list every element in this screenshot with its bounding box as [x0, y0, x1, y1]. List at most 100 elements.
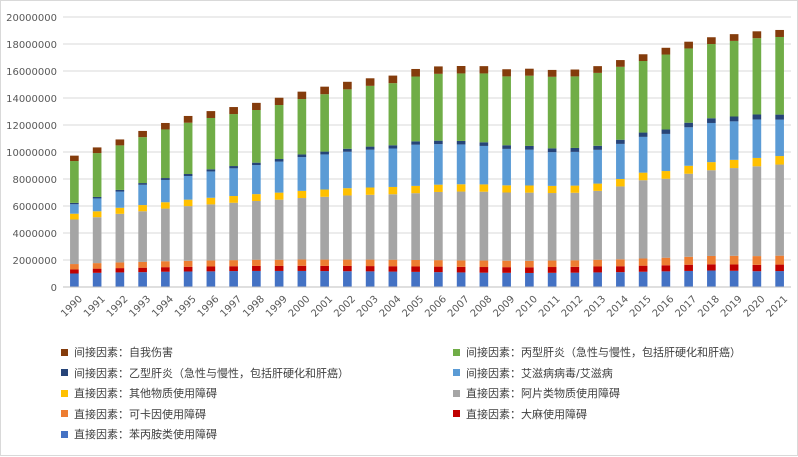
bar-segment-2003-s8	[365, 78, 375, 86]
bar-segment-2017-s6	[684, 122, 693, 128]
bar-segment-2008-s2	[479, 260, 489, 268]
bar-segment-1992-s2	[115, 262, 125, 269]
x-tick-label: 2006	[423, 294, 449, 320]
bar-segment-1990-s2	[70, 264, 79, 270]
bar-segment-1993-s4	[138, 205, 147, 212]
bar-segment-1998-s7	[252, 110, 261, 163]
y-tick-label: 12000000	[6, 121, 57, 132]
bar-segment-2019-s2	[729, 255, 739, 265]
bar-segment-2004-s2	[388, 259, 398, 267]
bar-segment-2015-s7	[638, 61, 648, 133]
bar-segment-2002-s2	[343, 259, 352, 266]
legend-swatch	[61, 410, 68, 417]
bar-segment-2011-s2	[547, 260, 557, 268]
bar-segment-2012-s1	[570, 266, 580, 273]
bar-segment-1994-s4	[161, 202, 170, 209]
bar-segment-1999-s5	[274, 161, 284, 193]
bar-segment-2021-s0	[775, 271, 784, 287]
bar-segment-2015-s4	[638, 172, 648, 181]
bar-segment-2000-s6	[297, 154, 307, 158]
legend-label: 直接因素：其他物质使用障碍	[74, 387, 217, 400]
x-tick-label: 2007	[446, 294, 472, 320]
legend-swatch	[61, 389, 68, 397]
bar-segment-1995-s5	[183, 176, 193, 200]
bar-segment-2016-s4	[661, 171, 671, 179]
legend-swatch	[453, 348, 460, 356]
bar-segment-2002-s6	[343, 148, 352, 152]
x-tick-label: 2017	[674, 294, 700, 320]
bar-segment-2014-s0	[616, 272, 625, 287]
x-tick-label: 2020	[742, 294, 768, 320]
bar-segment-1990-s8	[70, 155, 79, 162]
bar-segment-1994-s8	[161, 122, 170, 130]
legend-label: 直接因素：苯丙胺类使用障碍	[74, 428, 217, 441]
x-tick-label: 2015	[628, 294, 654, 320]
x-tick-label: 2018	[696, 294, 722, 320]
bar-segment-2018-s1	[707, 264, 716, 271]
bar-segment-2014-s4	[616, 179, 625, 187]
y-tick-label: 2000000	[12, 256, 57, 267]
bar-segment-2015-s6	[638, 132, 648, 137]
bar-segment-2016-s1	[661, 265, 671, 272]
bar-segment-2004-s4	[388, 186, 398, 195]
bar-segment-1999-s0	[274, 270, 284, 287]
bar-segment-2019-s1	[729, 264, 739, 271]
bar-segment-2014-s3	[616, 186, 625, 260]
bar-segment-2009-s3	[502, 192, 511, 261]
bar-segment-2003-s7	[365, 85, 375, 147]
bar-segment-2015-s3	[638, 180, 648, 259]
bar-segment-2002-s5	[343, 151, 352, 189]
bar-segment-2018-s2	[707, 255, 716, 265]
bar-segment-1998-s0	[252, 270, 261, 287]
bar-segment-1991-s6	[92, 196, 102, 199]
bar-segment-2009-s1	[502, 267, 511, 273]
bar-segment-2013-s0	[593, 272, 602, 287]
bar-segment-2007-s0	[456, 272, 466, 287]
bar-segment-2011-s7	[547, 76, 557, 149]
bar-segment-2011-s8	[547, 69, 557, 77]
bar-segment-1991-s2	[92, 263, 102, 269]
y-tick-label: 0	[51, 283, 57, 294]
bar-segment-2019-s7	[729, 40, 739, 117]
bar-segment-2021-s7	[775, 36, 784, 115]
bar-segment-2002-s0	[343, 271, 352, 287]
bar-segment-2000-s2	[297, 259, 307, 266]
x-tick-label: 2013	[583, 294, 609, 320]
bar-segment-2001-s2	[320, 259, 329, 266]
bar-segment-2003-s2	[365, 259, 375, 267]
bar-segment-2013-s5	[593, 149, 602, 184]
bar-segment-2008-s6	[479, 142, 489, 146]
bar-segment-1994-s1	[161, 267, 170, 272]
bar-segment-2019-s0	[729, 270, 739, 287]
bar-segment-2005-s3	[411, 193, 420, 260]
bar-segment-1991-s3	[92, 217, 102, 264]
bar-segment-2020-s1	[752, 264, 762, 272]
bar-segment-2017-s4	[684, 165, 693, 174]
bar-segment-2015-s0	[638, 271, 648, 287]
bar-segment-1990-s3	[70, 219, 79, 265]
bar-segment-2013-s1	[593, 266, 602, 273]
bar-segment-1998-s1	[252, 265, 261, 271]
bar-segment-2017-s3	[684, 173, 693, 257]
bar-segment-2005-s7	[411, 76, 420, 142]
bar-segment-2006-s8	[434, 66, 443, 74]
y-tick-label: 6000000	[12, 202, 57, 213]
bar-segment-2002-s8	[343, 81, 352, 90]
bar-segment-2011-s1	[547, 267, 557, 273]
bar-segment-2003-s3	[365, 194, 375, 260]
bar-segment-2021-s2	[775, 255, 784, 265]
x-tick-label: 2014	[605, 294, 631, 320]
bar-segment-1993-s2	[138, 261, 147, 268]
bar-segment-1995-s0	[183, 271, 193, 287]
bar-segment-2021-s8	[775, 29, 784, 37]
bar-segment-2002-s3	[343, 195, 352, 260]
bar-segment-1996-s8	[206, 111, 216, 118]
legend-label: 间接因素：乙型肝炎（急性与慢性，包括肝硬化和肝癌）	[74, 366, 349, 380]
bar-segment-2020-s2	[752, 256, 762, 265]
bar-segment-1998-s8	[252, 102, 261, 111]
bar-segment-2009-s2	[502, 260, 511, 268]
bar-segment-2021-s5	[775, 119, 784, 157]
bar-segment-2016-s5	[661, 133, 671, 172]
bar-segment-1998-s2	[252, 259, 261, 266]
